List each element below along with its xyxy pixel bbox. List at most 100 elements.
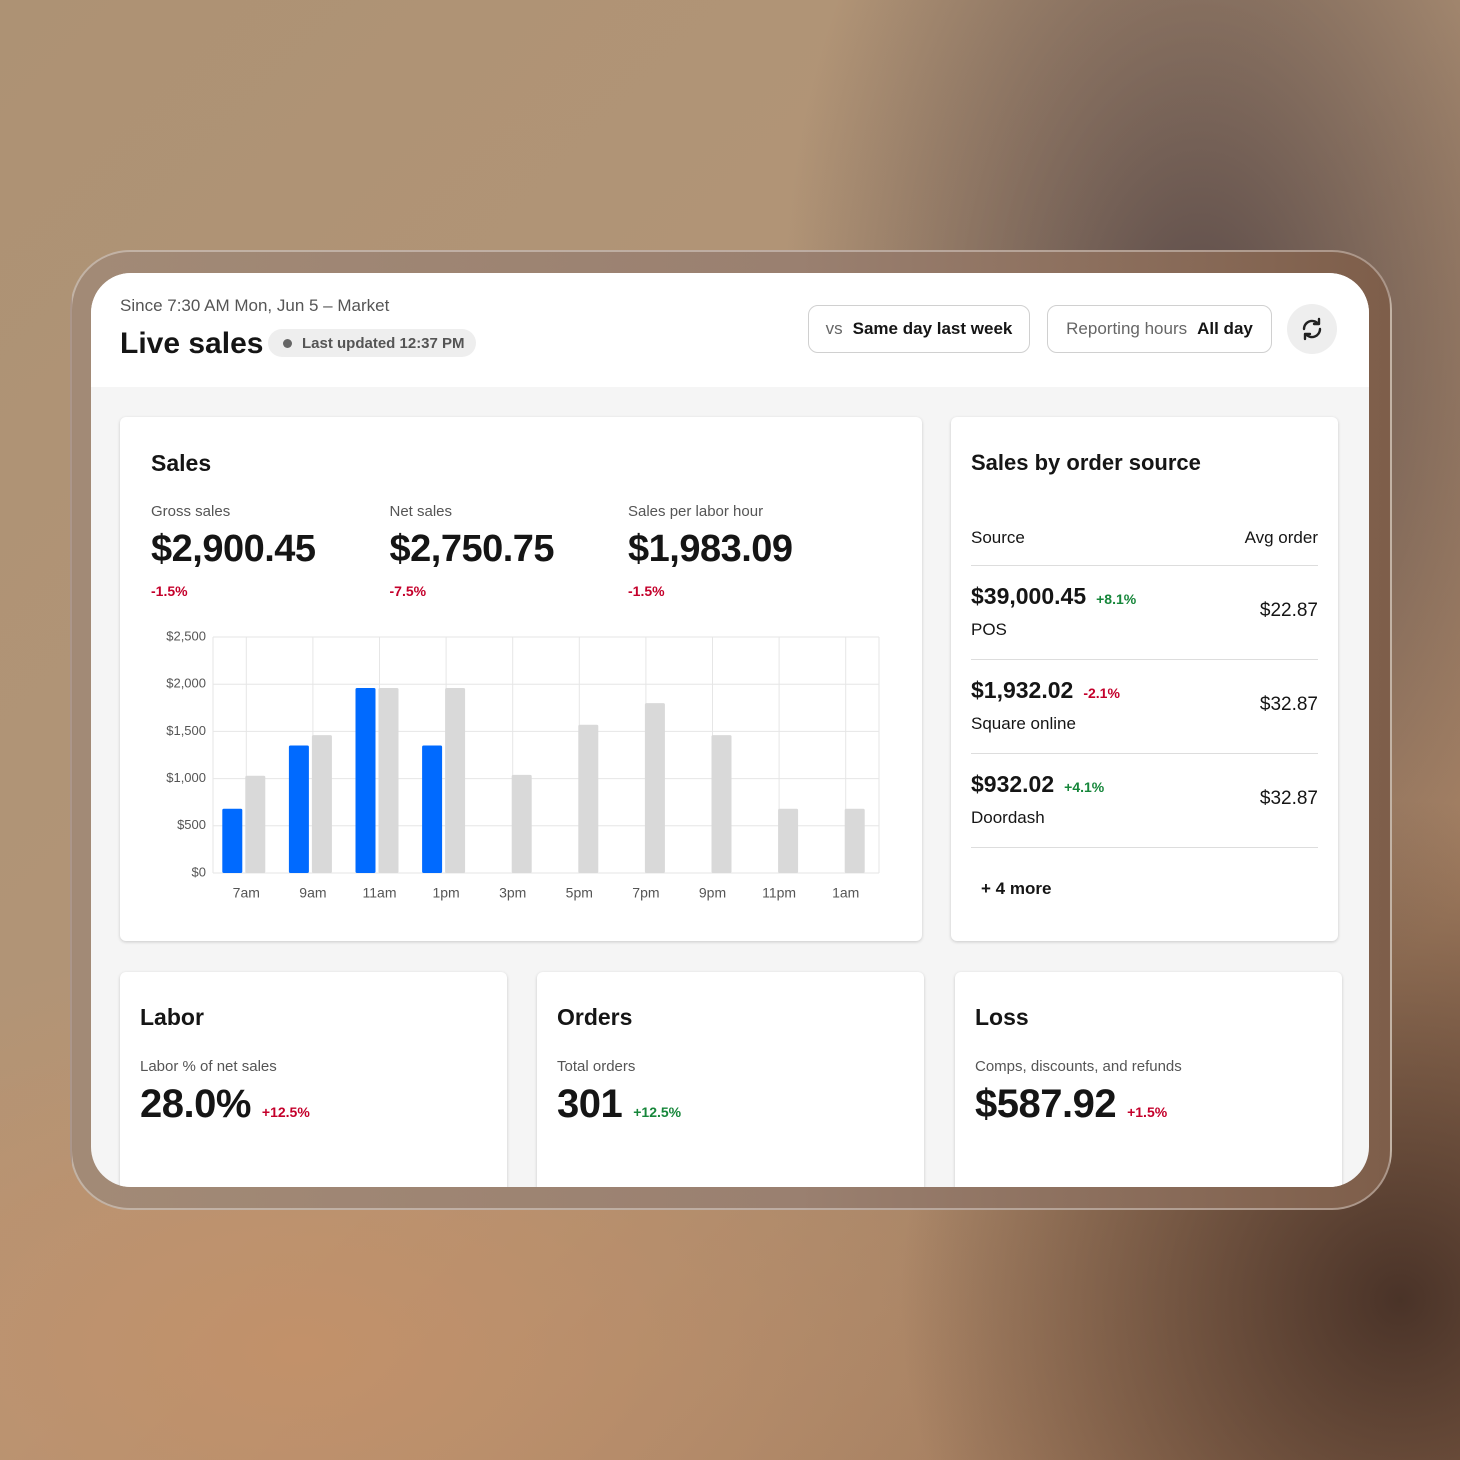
divider — [971, 753, 1318, 754]
bar — [644, 703, 665, 873]
x-tick-label: 9pm — [699, 885, 726, 901]
refresh-icon — [1302, 317, 1322, 341]
x-tick-label: 1am — [832, 885, 859, 901]
hours-value: All day — [1197, 319, 1253, 338]
card-title: Sales by order source — [971, 450, 1201, 475]
source-amount: $932.02 — [971, 771, 1055, 797]
page-title: Live sales — [120, 327, 264, 360]
source-amount-row: $932.02 +4.1% — [971, 771, 1104, 798]
x-tick-label: 7am — [233, 885, 260, 901]
card-value: 28.0% — [140, 1082, 251, 1126]
metric-label: Sales per labor hour — [628, 503, 764, 520]
status-text: Last updated 12:37 PM — [302, 334, 465, 352]
x-tick-label: 3pm — [499, 885, 526, 901]
compare-value: Same day last week — [852, 319, 1013, 338]
metric-card: Loss Comps, discounts, and refunds $587.92… — [955, 972, 1342, 1187]
metric-card: Orders Total orders 301 +12.5% — [537, 972, 924, 1187]
refresh-button[interactable] — [1287, 304, 1337, 354]
metric-card: Labor Labor % of net sales 28.0% +12.5% — [120, 972, 507, 1187]
compare-button[interactable]: vs Same day last week — [808, 305, 1030, 353]
card-change: +1.5% — [1127, 1104, 1168, 1120]
y-tick-label: $500 — [177, 817, 206, 832]
compare-prefix: vs — [825, 319, 843, 338]
column-header: Source — [971, 528, 1025, 547]
y-tick-label: $2,500 — [166, 628, 206, 643]
card-value-row: $587.92 +1.5% — [975, 1082, 1167, 1127]
bar — [422, 745, 443, 873]
screen: Since 7:30 AM Mon, Jun 5 – Market Live s… — [91, 273, 1369, 1187]
metric-value: $2,900.45 — [151, 528, 316, 570]
bar — [288, 745, 309, 873]
card-value-row: 28.0% +12.5% — [140, 1082, 310, 1127]
metric-change: -1.5% — [628, 583, 665, 599]
source-amount: $39,000.45 — [971, 583, 1087, 609]
card-title: Sales — [151, 450, 212, 476]
card-value: 301 — [557, 1082, 623, 1126]
card-change: +12.5% — [633, 1104, 682, 1120]
hours-button[interactable]: Reporting hours All day — [1047, 305, 1272, 353]
source-avg: $32.87 — [1259, 694, 1318, 715]
metric-label: Net sales — [389, 503, 453, 520]
x-tick-label: 1pm — [432, 885, 459, 901]
x-tick-label: 11pm — [762, 885, 796, 901]
card-value: $587.92 — [975, 1082, 1117, 1126]
card-label: Labor % of net sales — [140, 1058, 277, 1075]
source-name: Doordash — [971, 808, 1045, 827]
bar — [778, 808, 799, 873]
sales-chart: $0 $500 $1,000 $1,500 $2,000 $2,500 7am 9am 11am… — [166, 628, 880, 901]
sales-card: Sales $0 $500 $1,000 $1,500 $2,000 $2,500 7am 9… — [120, 417, 922, 941]
metric-value: $2,750.75 — [389, 528, 555, 570]
metric-value: $1,983.09 — [628, 528, 793, 570]
divider — [971, 565, 1318, 566]
y-tick-label: $2,000 — [166, 676, 206, 691]
bar — [355, 687, 376, 873]
card-label: Total orders — [557, 1058, 636, 1075]
x-tick-label: 11am — [363, 885, 397, 901]
bar — [222, 808, 243, 873]
bar — [511, 774, 532, 873]
bar — [711, 735, 732, 873]
more-link[interactable]: + 4 more — [981, 879, 1052, 898]
bar — [311, 735, 332, 873]
subtitle: Since 7:30 AM Mon, Jun 5 – Market — [120, 296, 390, 315]
header: Since 7:30 AM Mon, Jun 5 – Market Live s… — [91, 273, 1369, 387]
card-label: Comps, discounts, and refunds — [975, 1058, 1182, 1075]
source-change: +4.1% — [1064, 779, 1105, 795]
x-tick-label: 5pm — [566, 885, 593, 901]
source-amount-row: $1,932.02 -2.1% — [971, 677, 1120, 704]
divider — [971, 847, 1318, 848]
bar — [378, 687, 399, 873]
card-value-row: 301 +12.5% — [557, 1082, 681, 1127]
source-amount-row: $39,000.45 +8.1% — [971, 583, 1136, 610]
source-name: POS — [971, 620, 1007, 639]
card-title: Loss — [975, 1004, 1029, 1030]
card-change: +12.5% — [261, 1104, 310, 1120]
metric-change: -7.5% — [389, 583, 427, 599]
sources-card: Sales by order source Source Avg order +… — [951, 417, 1338, 941]
metric-change: -1.5% — [151, 583, 188, 599]
y-tick-label: $0 — [192, 864, 206, 879]
hours-label: Reporting hours — [1066, 319, 1188, 338]
source-amount: $1,932.02 — [971, 677, 1074, 703]
metric-label: Gross sales — [151, 503, 231, 520]
status-dot — [283, 338, 292, 348]
source-name: Square online — [971, 714, 1076, 733]
card-title: Labor — [140, 1004, 204, 1030]
bar — [445, 687, 466, 873]
divider — [971, 659, 1318, 660]
column-header: Avg order — [1244, 528, 1318, 547]
status-badge: Last updated 12:37 PM — [268, 329, 476, 357]
source-avg: $32.87 — [1259, 788, 1318, 809]
y-tick-label: $1,500 — [166, 723, 206, 738]
source-change: -2.1% — [1083, 685, 1120, 701]
source-avg: $22.87 — [1259, 600, 1318, 621]
bar — [844, 808, 865, 873]
card-title: Orders — [557, 1004, 633, 1030]
bar — [245, 775, 266, 873]
x-tick-label: 7pm — [632, 885, 659, 901]
bar — [578, 724, 599, 873]
y-tick-label: $1,000 — [166, 770, 206, 785]
x-tick-label: 9am — [299, 885, 326, 901]
source-change: +8.1% — [1096, 591, 1137, 607]
